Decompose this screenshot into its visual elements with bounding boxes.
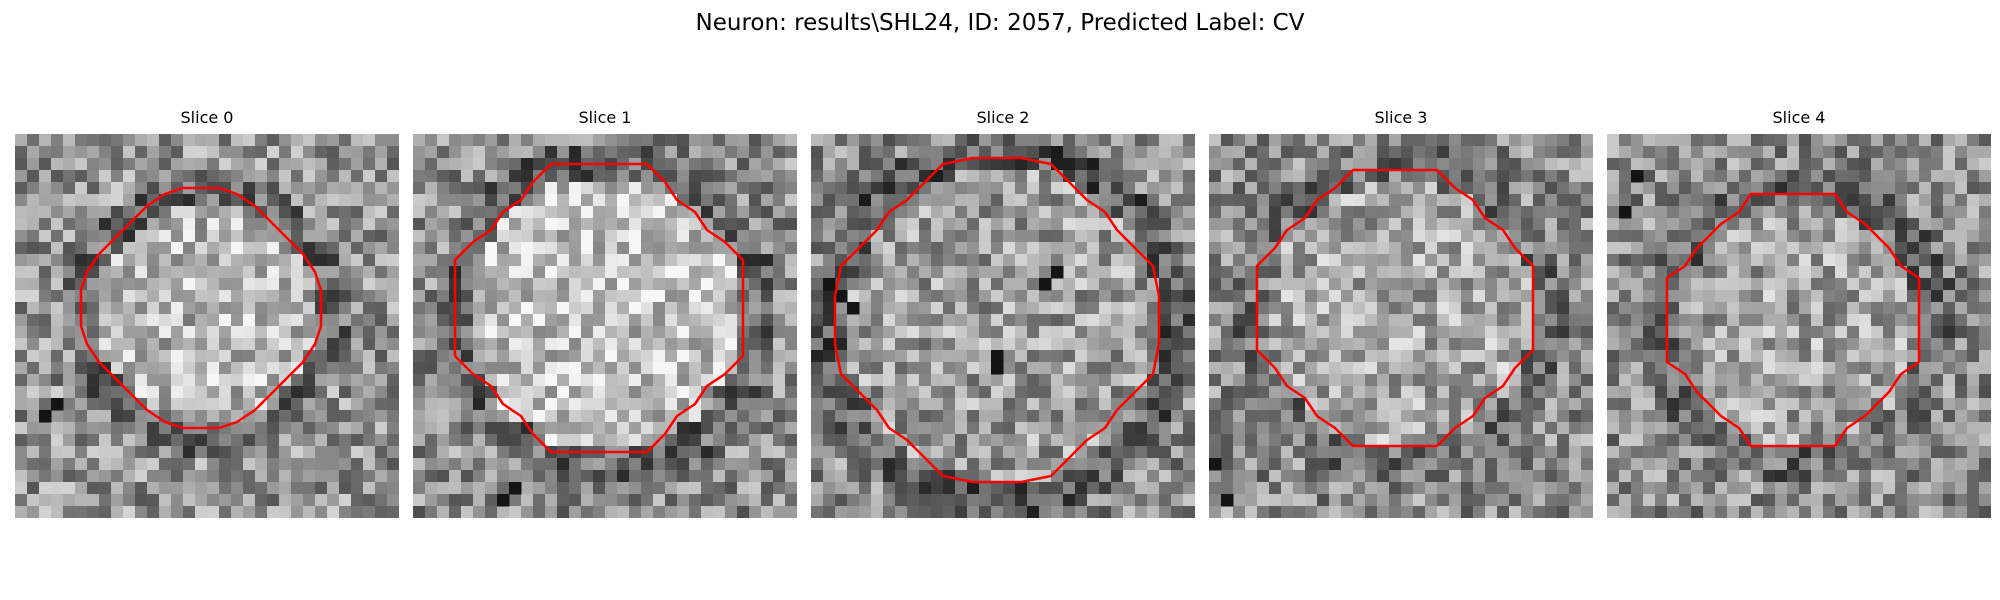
roi-contour <box>453 162 745 454</box>
grayscale-slice-image <box>1607 134 1991 518</box>
panel-title: Slice 4 <box>1772 108 1826 127</box>
roi-contour <box>1255 168 1535 448</box>
roi-contour <box>1665 192 1921 448</box>
grayscale-slice-image <box>15 134 399 518</box>
panel-title: Slice 1 <box>578 108 632 127</box>
panel-slice-1: Slice 1 <box>413 108 797 518</box>
roi-contour <box>79 186 323 430</box>
figure-title: Neuron: results\SHL24, ID: 2057, Predict… <box>695 10 1305 36</box>
panel-slice-0: Slice 0 <box>15 108 399 518</box>
grayscale-slice-image <box>413 134 797 518</box>
roi-contour <box>833 156 1161 484</box>
panel-title: Slice 3 <box>1374 108 1428 127</box>
panel-slice-3: Slice 3 <box>1209 108 1593 518</box>
grayscale-slice-image <box>811 134 1195 518</box>
panel-slice-2: Slice 2 <box>811 108 1195 518</box>
panel-slice-4: Slice 4 <box>1607 108 1991 518</box>
panel-title: Slice 2 <box>976 108 1030 127</box>
grayscale-slice-image <box>1209 134 1593 518</box>
panel-title: Slice 0 <box>180 108 234 127</box>
